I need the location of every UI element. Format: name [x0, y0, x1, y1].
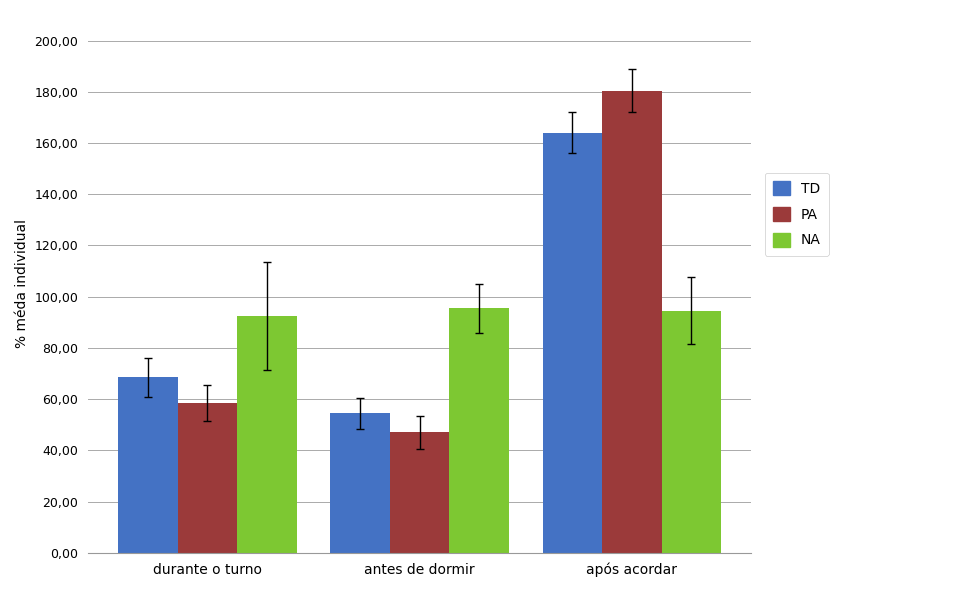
Bar	[661, 311, 721, 553]
Bar	[449, 308, 509, 553]
Bar	[237, 316, 297, 553]
Bar	[390, 432, 449, 553]
Bar	[330, 413, 390, 553]
Bar	[602, 91, 661, 553]
Bar	[178, 403, 237, 553]
Bar	[118, 377, 178, 553]
Bar	[542, 133, 602, 553]
Y-axis label: % méda individual: % méda individual	[15, 220, 29, 348]
Legend: TD, PA, NA: TD, PA, NA	[765, 172, 829, 256]
